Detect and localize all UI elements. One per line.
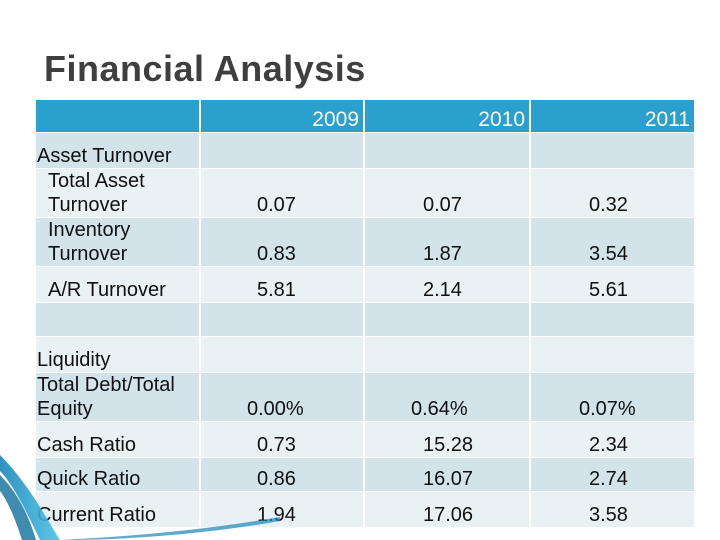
row-label: Quick Ratio (36, 457, 201, 492)
row-label: Inventory Turnover (36, 217, 201, 267)
value-cell (530, 302, 694, 337)
value-cell: 0.32 (530, 168, 694, 218)
table-header-row: 2009 2010 2011 (36, 100, 694, 133)
table-row: Inventory Turnover 0.83 1.87 3.54 (36, 217, 694, 267)
value-cell: 2.34 (530, 421, 694, 458)
row-label: Cash Ratio (36, 421, 201, 458)
value-cell: 0.07% (530, 372, 694, 422)
value-cell: 2.14 (364, 266, 531, 303)
page-title: Financial Analysis (44, 48, 366, 89)
value-cell (364, 132, 531, 169)
row-label (36, 302, 201, 337)
value-cell: 0.73 (200, 421, 365, 458)
value-cell: 1.94 (200, 491, 365, 528)
value-cell: 0.00% (200, 372, 365, 422)
value-cell (200, 302, 365, 337)
header-year-2011: 2011 (530, 100, 694, 133)
value-cell (530, 132, 694, 169)
table-row: Asset Turnover (36, 132, 694, 169)
table-row: Cash Ratio 0.73 15.28 2.34 (36, 421, 694, 458)
value-cell: 16.07 (364, 457, 531, 492)
decorative-swoosh (0, 455, 280, 540)
table-row: Total Asset Turnover 0.07 0.07 0.32 (36, 168, 694, 218)
value-cell (200, 132, 365, 169)
value-cell: 15.28 (364, 421, 531, 458)
row-label: Current Ratio (36, 491, 201, 528)
row-label: Total Debt/Total Equity (36, 372, 201, 422)
table-row (36, 302, 694, 337)
value-cell: 0.86 (200, 457, 365, 492)
value-cell: 0.64% (364, 372, 531, 422)
value-cell (364, 336, 531, 373)
value-cell: 1.87 (364, 217, 531, 267)
header-empty-cell (36, 100, 201, 133)
value-cell: 2.74 (530, 457, 694, 492)
row-label: Asset Turnover (36, 132, 201, 169)
table-row: Liquidity (36, 336, 694, 373)
value-cell: 17.06 (364, 491, 531, 528)
value-cell (364, 302, 531, 337)
financial-table: 2009 2010 2011 Asset Turnover Total Asse… (36, 100, 694, 528)
table-row: Quick Ratio 0.86 16.07 2.74 (36, 457, 694, 492)
value-cell: 5.81 (200, 266, 365, 303)
value-cell: 0.07 (200, 168, 365, 218)
row-label: Liquidity (36, 336, 201, 373)
row-label: Total Asset Turnover (36, 168, 201, 218)
table-row: A/R Turnover 5.81 2.14 5.61 (36, 266, 694, 303)
value-cell (200, 336, 365, 373)
value-cell: 0.07 (364, 168, 531, 218)
value-cell: 3.58 (530, 491, 694, 528)
value-cell: 5.61 (530, 266, 694, 303)
header-year-2009: 2009 (200, 100, 365, 133)
value-cell (530, 336, 694, 373)
value-cell: 0.83 (200, 217, 365, 267)
value-cell: 3.54 (530, 217, 694, 267)
table-row: Total Debt/Total Equity 0.00% 0.64% 0.07… (36, 372, 694, 422)
table-row: Current Ratio 1.94 17.06 3.58 (36, 491, 694, 528)
header-year-2010: 2010 (364, 100, 531, 133)
row-label: A/R Turnover (36, 266, 201, 303)
